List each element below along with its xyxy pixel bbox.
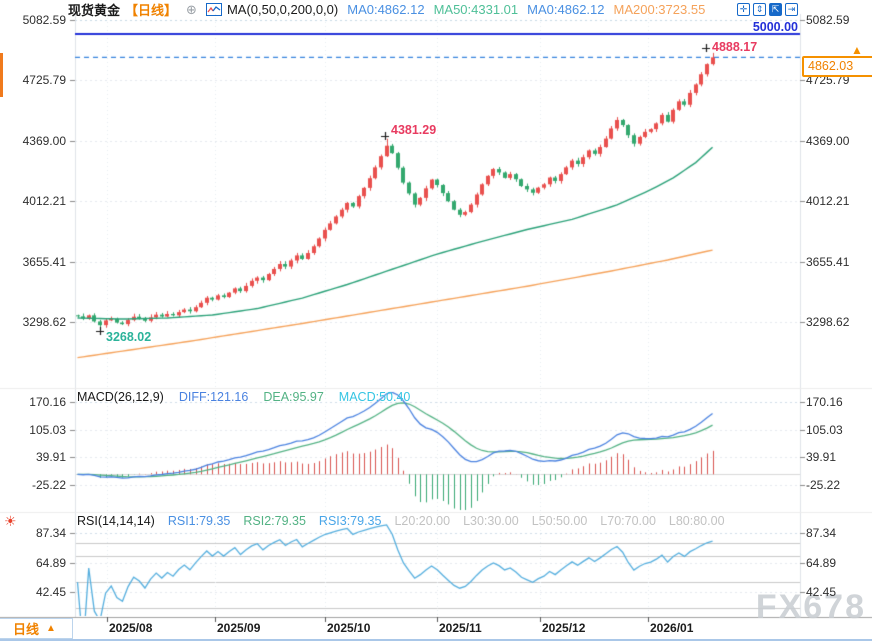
rsi-level-label: L50:50.00 xyxy=(531,514,588,528)
y-axis-label: 87.34 xyxy=(35,526,66,540)
price-alert-label: 5000.00 xyxy=(752,20,798,34)
y-axis-label: 64.89 xyxy=(35,555,66,570)
move-tool-icon[interactable]: ✛ xyxy=(737,3,750,16)
x-axis-label: 2026/01 xyxy=(650,621,694,635)
ma0-readout-2: MA0:4862.12 xyxy=(527,2,605,17)
ma0-readout: MA0:4862.12 xyxy=(347,2,425,17)
y-axis-label: 5082.59 xyxy=(806,13,850,27)
rsi-level-label: L30:30.00 xyxy=(463,514,519,528)
y-axis-label: 4725.79 xyxy=(22,73,66,88)
y-axis-label: 4012.21 xyxy=(22,194,66,209)
bottom-border xyxy=(0,639,872,641)
rsi-header: RSI(14,14,14) RSI1:79.35 RSI2:79.35 RSI3… xyxy=(77,514,725,528)
y-axis-label: 105.03 xyxy=(806,422,843,437)
macd-diff-readout: DIFF:121.16 xyxy=(178,390,249,404)
rsi2-readout: RSI2:79.35 xyxy=(243,514,306,528)
symbol-label: 现货黄金 xyxy=(68,3,121,18)
y-axis-label: 42.45 xyxy=(806,585,837,599)
macd-value-readout: MACD:50.40 xyxy=(338,390,411,404)
x-axis-label: 2025/10 xyxy=(327,621,371,635)
y-axis-label: 39.91 xyxy=(806,450,837,465)
y-axis-label: -25.22 xyxy=(806,478,841,492)
y-axis-label: 3298.62 xyxy=(806,315,850,329)
ma50-readout: MA50:4331.01 xyxy=(433,2,519,17)
period-tag: 【日线】 xyxy=(125,3,178,18)
period-selector-label: 日线 xyxy=(13,622,40,637)
x-axis-label: 2025/09 xyxy=(217,621,261,635)
macd-title: MACD(26,12,9) xyxy=(77,390,164,404)
y-axis-label: 170.16 xyxy=(806,395,843,409)
rsi-title: RSI(14,14,14) xyxy=(77,514,155,528)
rsi-level-label: L80:80.00 xyxy=(668,514,725,528)
y-axis-label: 3655.41 xyxy=(22,254,66,269)
y-axis-label: 87.34 xyxy=(806,526,837,540)
chart-header: 现货黄金 【日线】 ⊕ MA(0,50,0,200,0,0) MA0:4862.… xyxy=(68,1,705,18)
y-axis-label: -25.22 xyxy=(31,478,66,492)
ma200-readout: MA200:3723.55 xyxy=(613,2,706,17)
watermark: FX678 xyxy=(755,588,866,626)
y-axis-label: 64.89 xyxy=(806,555,837,570)
y-axis-label: 4369.00 xyxy=(22,133,66,148)
period-selector-button[interactable]: 日线 ▲ xyxy=(0,618,73,639)
chart-toolbar: ✛ ⇕ ⇱ ⇥ xyxy=(737,3,798,16)
rsi3-readout: RSI3:79.35 xyxy=(318,514,382,528)
left-edge-marker xyxy=(0,53,3,97)
peak-price-label: 4381.29 xyxy=(391,123,437,137)
macd-dea-readout: DEA:95.97 xyxy=(263,390,324,404)
sun-flare-icon[interactable]: ☀ xyxy=(4,513,17,529)
y-axis-label: 4369.00 xyxy=(806,133,850,148)
x-axis-label: 2025/11 xyxy=(439,621,482,635)
circle-plus-icon[interactable]: ⊕ xyxy=(186,2,197,17)
rsi-level-label: L20:20.00 xyxy=(394,514,451,528)
macd-header: MACD(26,12,9) DIFF:121.16 DEA:95.97 MACD… xyxy=(77,390,410,404)
y-axis-label: 39.91 xyxy=(35,450,66,465)
fit-vertical-scale-icon[interactable]: ⇕ xyxy=(753,3,766,16)
fit-horizontal-scale-icon[interactable]: ⇱ xyxy=(769,3,782,16)
last-price-box: 4862.03 xyxy=(802,56,872,77)
y-axis-label: 4012.21 xyxy=(806,194,850,209)
high-price-label: 4888.17 xyxy=(712,40,758,54)
rsi-level-label: L70:70.00 xyxy=(600,514,656,528)
x-axis-label: 2025/12 xyxy=(542,621,586,635)
candlestick-chart-icon[interactable] xyxy=(205,3,222,16)
x-axis-label: 2025/08 xyxy=(109,621,153,635)
ma-settings-label: MA(0,50,0,200,0,0) xyxy=(226,2,339,17)
rsi1-readout: RSI1:79.35 xyxy=(167,514,231,528)
y-axis-label: 105.03 xyxy=(29,422,66,437)
low-price-label: 3268.02 xyxy=(106,330,152,344)
up-triangle-icon: ▲ xyxy=(46,623,56,634)
y-axis-label: 5082.59 xyxy=(22,13,66,27)
exit-chart-icon[interactable]: ⇥ xyxy=(785,3,798,16)
y-axis-label: 42.45 xyxy=(35,585,66,599)
y-axis-label: 170.16 xyxy=(29,395,66,409)
y-axis-label: 3298.62 xyxy=(22,315,66,329)
y-axis-label: 3655.41 xyxy=(806,254,850,269)
price-up-triangle-icon: ▲ xyxy=(851,43,863,57)
